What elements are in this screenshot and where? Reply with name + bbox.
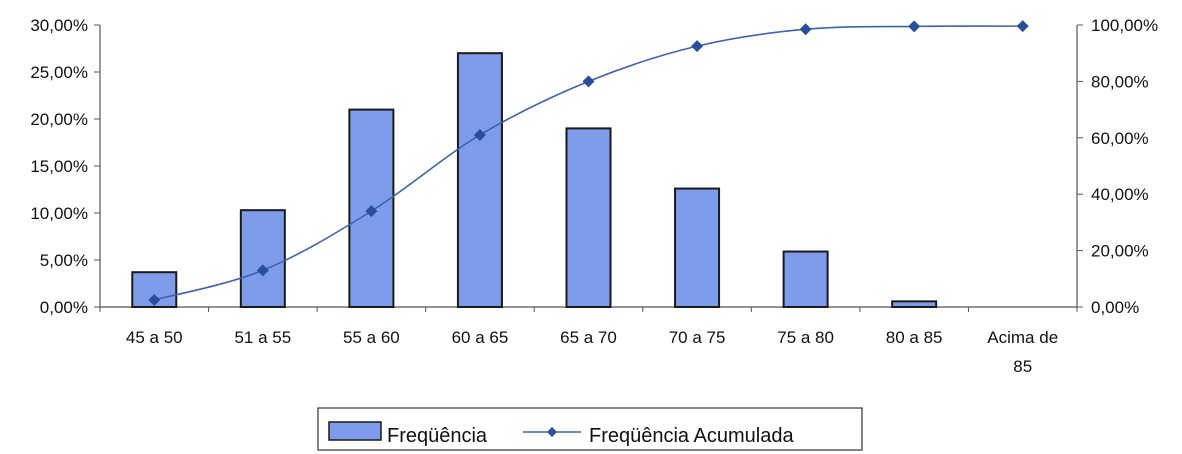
left-tick-label: 15,00% <box>30 157 88 176</box>
legend-bar-swatch <box>328 421 382 441</box>
right-tick-label: 40,00% <box>1091 185 1149 204</box>
bar-frequencia <box>131 271 178 308</box>
right-tick-label: 20,00% <box>1091 242 1149 261</box>
x-category-label-line2: 85 <box>1013 357 1032 376</box>
bar-frequencia <box>565 127 612 308</box>
left-tick-label: 25,00% <box>30 63 88 82</box>
x-category-label: 70 a 75 <box>669 328 726 347</box>
x-category-label: 80 a 85 <box>886 328 943 347</box>
bars <box>131 52 938 309</box>
x-category-label: 65 a 70 <box>560 328 617 347</box>
left-tick-label: 30,00% <box>30 16 88 35</box>
x-category-label: 75 a 80 <box>777 328 834 347</box>
line-frequencia-acumulada <box>154 25 1023 301</box>
x-category-label: 51 a 55 <box>234 328 291 347</box>
point-frequencia-acumulada <box>582 75 595 88</box>
left-tick-label: 20,00% <box>30 110 88 129</box>
legend-label-frequencia: Freqüência <box>387 425 488 447</box>
legend-label-frequencia-acumulada: Freqüência Acumulada <box>589 425 794 447</box>
left-tick-label: 0,00% <box>40 298 88 317</box>
left-tick-label: 5,00% <box>40 251 88 270</box>
point-frequencia-acumulada <box>908 20 921 33</box>
cumulative-line <box>148 20 1029 306</box>
bar-frequencia <box>348 108 395 308</box>
point-frequencia-acumulada <box>473 128 486 141</box>
x-category-label: 45 a 50 <box>126 328 183 347</box>
bar-frequencia <box>782 250 829 308</box>
legend: Freqüência Freqüência Acumulada <box>317 407 863 451</box>
point-frequencia-acumulada <box>365 205 378 218</box>
bar-frequencia <box>456 52 503 309</box>
tick-labels: 0,00% 5,00% 10,00% 15,00% 20,00% 25,00% 30,00%… <box>30 16 1158 376</box>
point-frequencia-acumulada <box>1016 20 1029 33</box>
left-tick-label: 10,00% <box>30 204 88 223</box>
point-frequencia-acumulada <box>256 264 269 277</box>
right-tick-label: 60,00% <box>1091 129 1149 148</box>
x-category-label: 55 a 60 <box>343 328 400 347</box>
legend-box <box>317 407 863 451</box>
right-tick-label: 0,00% <box>1091 298 1139 317</box>
right-tick-label: 100,00% <box>1091 16 1158 35</box>
bar-frequencia <box>674 187 721 308</box>
x-category-label: Acima de <box>987 328 1058 347</box>
point-frequencia-acumulada <box>148 293 161 306</box>
bar-frequencia <box>239 209 286 308</box>
right-tick-label: 80,00% <box>1091 72 1149 91</box>
legend-marker-swatch <box>547 427 557 437</box>
point-frequencia-acumulada <box>799 23 812 36</box>
point-frequencia-acumulada <box>691 40 704 53</box>
x-category-label: 60 a 65 <box>452 328 509 347</box>
bar-frequencia <box>891 300 938 308</box>
